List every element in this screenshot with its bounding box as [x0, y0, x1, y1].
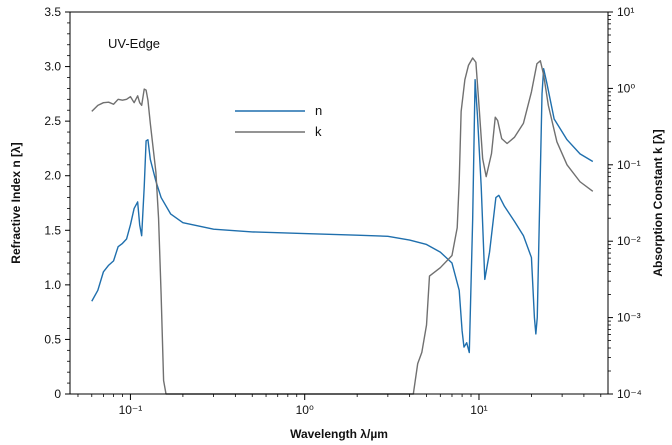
y-left-tick-label: 2.0 [44, 169, 61, 183]
legend-label-n: n [315, 103, 322, 118]
annotation-label: UV-Edge [108, 36, 160, 51]
y-left-tick-label: 3.5 [44, 5, 61, 19]
y-left-tick-label: 1.0 [44, 278, 61, 292]
x-tick-label: 10⁰ [296, 403, 314, 417]
y-left-tick-label: 2.5 [44, 114, 61, 128]
y-left-tick-label: 1.5 [44, 223, 61, 237]
x-tick-label: 10¹ [470, 403, 487, 417]
y-right-tick-label: 10⁻³ [617, 311, 641, 325]
y-right-tick-label: 10¹ [617, 5, 634, 19]
y-left-tick-label: 0.5 [44, 332, 61, 346]
y-axis-left-title: Refractive Index n [λ] [9, 142, 23, 263]
legend: n k [235, 103, 322, 139]
plot-frame [69, 11, 609, 395]
y-right-tick-label: 10⁻¹ [617, 158, 641, 172]
x-tick-label: 10⁻¹ [119, 403, 143, 417]
x-axis-title: Wavelength λ/µm [290, 427, 388, 441]
legend-label-k: k [315, 124, 322, 139]
ticks-layer: 0 0.5 1.0 1.5 2.0 2.5 3.0 3.5 10⁻⁴ 10⁻³ 10⁻² 10⁻¹ 10… [44, 5, 642, 417]
y-right-tick-label: 10⁻⁴ [617, 387, 642, 401]
series-layer [91, 57, 594, 395]
y-left-tick-label: 3.0 [44, 60, 61, 74]
y-axis-right-title: Absorption Constant k [λ] [651, 129, 665, 276]
y-right-tick-label: 10⁻² [617, 234, 641, 248]
series-line-n [91, 68, 594, 354]
y-right-tick-label: 10⁰ [617, 81, 635, 95]
series-line-k [91, 57, 594, 395]
y-left-tick-label: 0 [54, 387, 61, 401]
